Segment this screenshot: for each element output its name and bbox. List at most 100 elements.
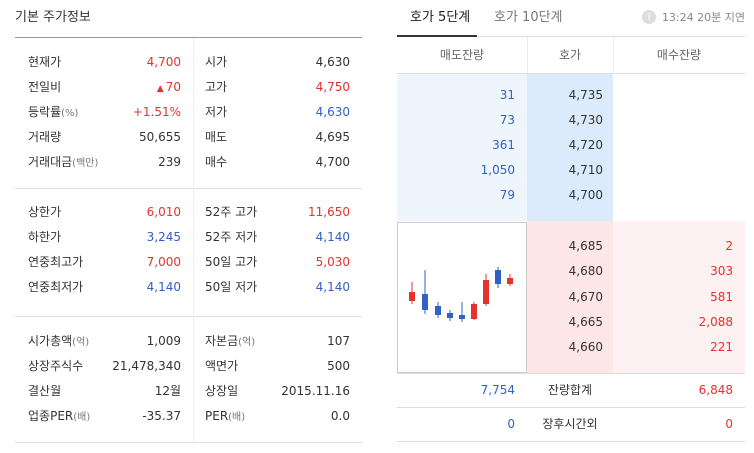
field-label-text: 시가총액: [28, 334, 73, 348]
field-value: 3,245: [0, 229, 181, 245]
field-value-text: 0.0: [330, 409, 350, 423]
field-label-text: 50일 저가: [205, 280, 258, 294]
field-value: 21,478,340: [0, 358, 181, 374]
field-value-text: 4,630: [315, 105, 350, 119]
divider: [397, 441, 745, 442]
field-label-text: 상장일: [205, 384, 239, 398]
field-label-text: 상한가: [28, 205, 62, 219]
field-value: 500: [150, 358, 350, 374]
field-value: 4,695: [150, 129, 350, 145]
field-value: 4,140: [150, 279, 350, 295]
field-label-text: 연중최고가: [28, 255, 84, 269]
field-value-text: +1.51%: [132, 105, 181, 119]
field-label: 매도: [205, 129, 227, 145]
ask-price-bg: [527, 73, 613, 221]
footer-label: 장후시간외: [542, 417, 598, 431]
field-label: 시가: [205, 54, 227, 70]
column-header: 매수잔량: [656, 48, 702, 62]
field-label-text: 현재가: [28, 55, 62, 69]
field-label-text: 52주 고가: [205, 205, 258, 219]
field-label-text: 매수: [205, 155, 228, 169]
bid-price: 4,680: [568, 264, 603, 279]
field-value-text: 21,478,340: [112, 359, 181, 373]
bid-bg: [613, 221, 745, 373]
tab[interactable]: 호가 10단계: [494, 10, 563, 25]
divider: [477, 36, 745, 37]
field-label-text: 저가: [205, 105, 228, 119]
bid-quantity: 581: [710, 289, 733, 304]
field-value: 4,140: [150, 229, 350, 245]
candles: [409, 267, 513, 322]
field-value-text: 4,630: [315, 55, 350, 69]
divider: [397, 407, 745, 408]
field-label: 52주 고가: [205, 204, 257, 220]
field-label: 시가총액(억): [28, 333, 89, 351]
footer-ask: 7,754: [480, 383, 515, 397]
field-value: 4,140: [0, 279, 181, 295]
field-value: 239: [0, 154, 181, 170]
field-label: 상장주식수: [28, 358, 83, 374]
field-value-text: 2015.11.16: [281, 384, 350, 398]
info-icon-circle[interactable]: [642, 10, 656, 24]
field-value-text: 4,750: [315, 80, 350, 94]
field-value: 107: [150, 333, 350, 349]
field-value-text: 4,700: [146, 55, 181, 69]
field-value: 11,650: [150, 204, 350, 220]
field-label-text: 매도: [205, 130, 228, 144]
ask-price: 4,710: [568, 163, 603, 177]
field-unit: (억): [238, 337, 256, 348]
field-label-text: 자본금: [205, 334, 239, 348]
bid-price: 4,665: [568, 314, 603, 329]
divider: [397, 373, 745, 374]
field-value: 4,750: [150, 79, 350, 95]
ask-quantity: 361: [492, 138, 515, 152]
delay-note: 13:24 20분 지연: [661, 11, 745, 24]
field-label: 거래량: [28, 129, 61, 145]
field-value: 5,030: [150, 254, 350, 270]
field-label-text: 52주 저가: [205, 230, 258, 244]
field-label: 50일 고가: [205, 254, 257, 270]
field-value-text: 107: [327, 334, 350, 348]
bid-price-bg: [527, 221, 613, 373]
bid-quantity: 2: [725, 239, 733, 253]
chart-box: [397, 222, 527, 373]
ask-quantity: 1,050: [480, 163, 515, 177]
field-unit: (배): [73, 412, 91, 423]
divider: [15, 442, 362, 443]
ask-price: 4,720: [568, 138, 603, 152]
field-label-text: 50일 고가: [205, 255, 258, 269]
field-label-text: 상장주식수: [28, 359, 84, 373]
ask-price: 4,735: [568, 88, 603, 102]
field-value-text: 4,700: [315, 155, 350, 169]
field-value-text: 4,695: [315, 130, 350, 144]
field-value: 4,700: [150, 154, 350, 170]
field-value: 2015.11.16: [150, 383, 350, 399]
field-label: 고가: [205, 79, 227, 95]
col-divider: [613, 37, 614, 73]
field-label-text: 거래량: [28, 130, 62, 144]
field-label: 매수: [205, 154, 227, 170]
bid-quantity: 303: [710, 264, 733, 279]
divider: [15, 188, 362, 189]
field-value: 4,630: [150, 54, 350, 70]
field-label-text: 업종PER: [28, 409, 74, 423]
field-value: 50,655: [0, 129, 181, 145]
field-value: 12월: [0, 383, 181, 399]
left-title: 기본 주가정보: [15, 10, 91, 25]
field-unit: (백만): [72, 158, 99, 169]
bid-quantity: 221: [710, 340, 733, 355]
field-label-text: 전일비: [28, 80, 62, 94]
footer-bid: 6,848: [698, 383, 733, 397]
field-label: 상장일: [205, 383, 238, 399]
field-value: -35.37: [0, 408, 181, 424]
footer-ask: 0: [507, 417, 515, 431]
bid-price: 4,660: [568, 340, 603, 355]
field-label-text: 액면가: [205, 359, 239, 373]
field-value-text: 500: [327, 359, 350, 373]
field-value-text: 6,010: [146, 205, 181, 219]
divider: [15, 316, 362, 317]
tab[interactable]: 호가 5단계: [410, 10, 471, 25]
field-value: ▲ 70: [0, 79, 181, 97]
bid-price: 4,685: [568, 239, 603, 253]
ask-quantity: 73: [499, 113, 515, 127]
